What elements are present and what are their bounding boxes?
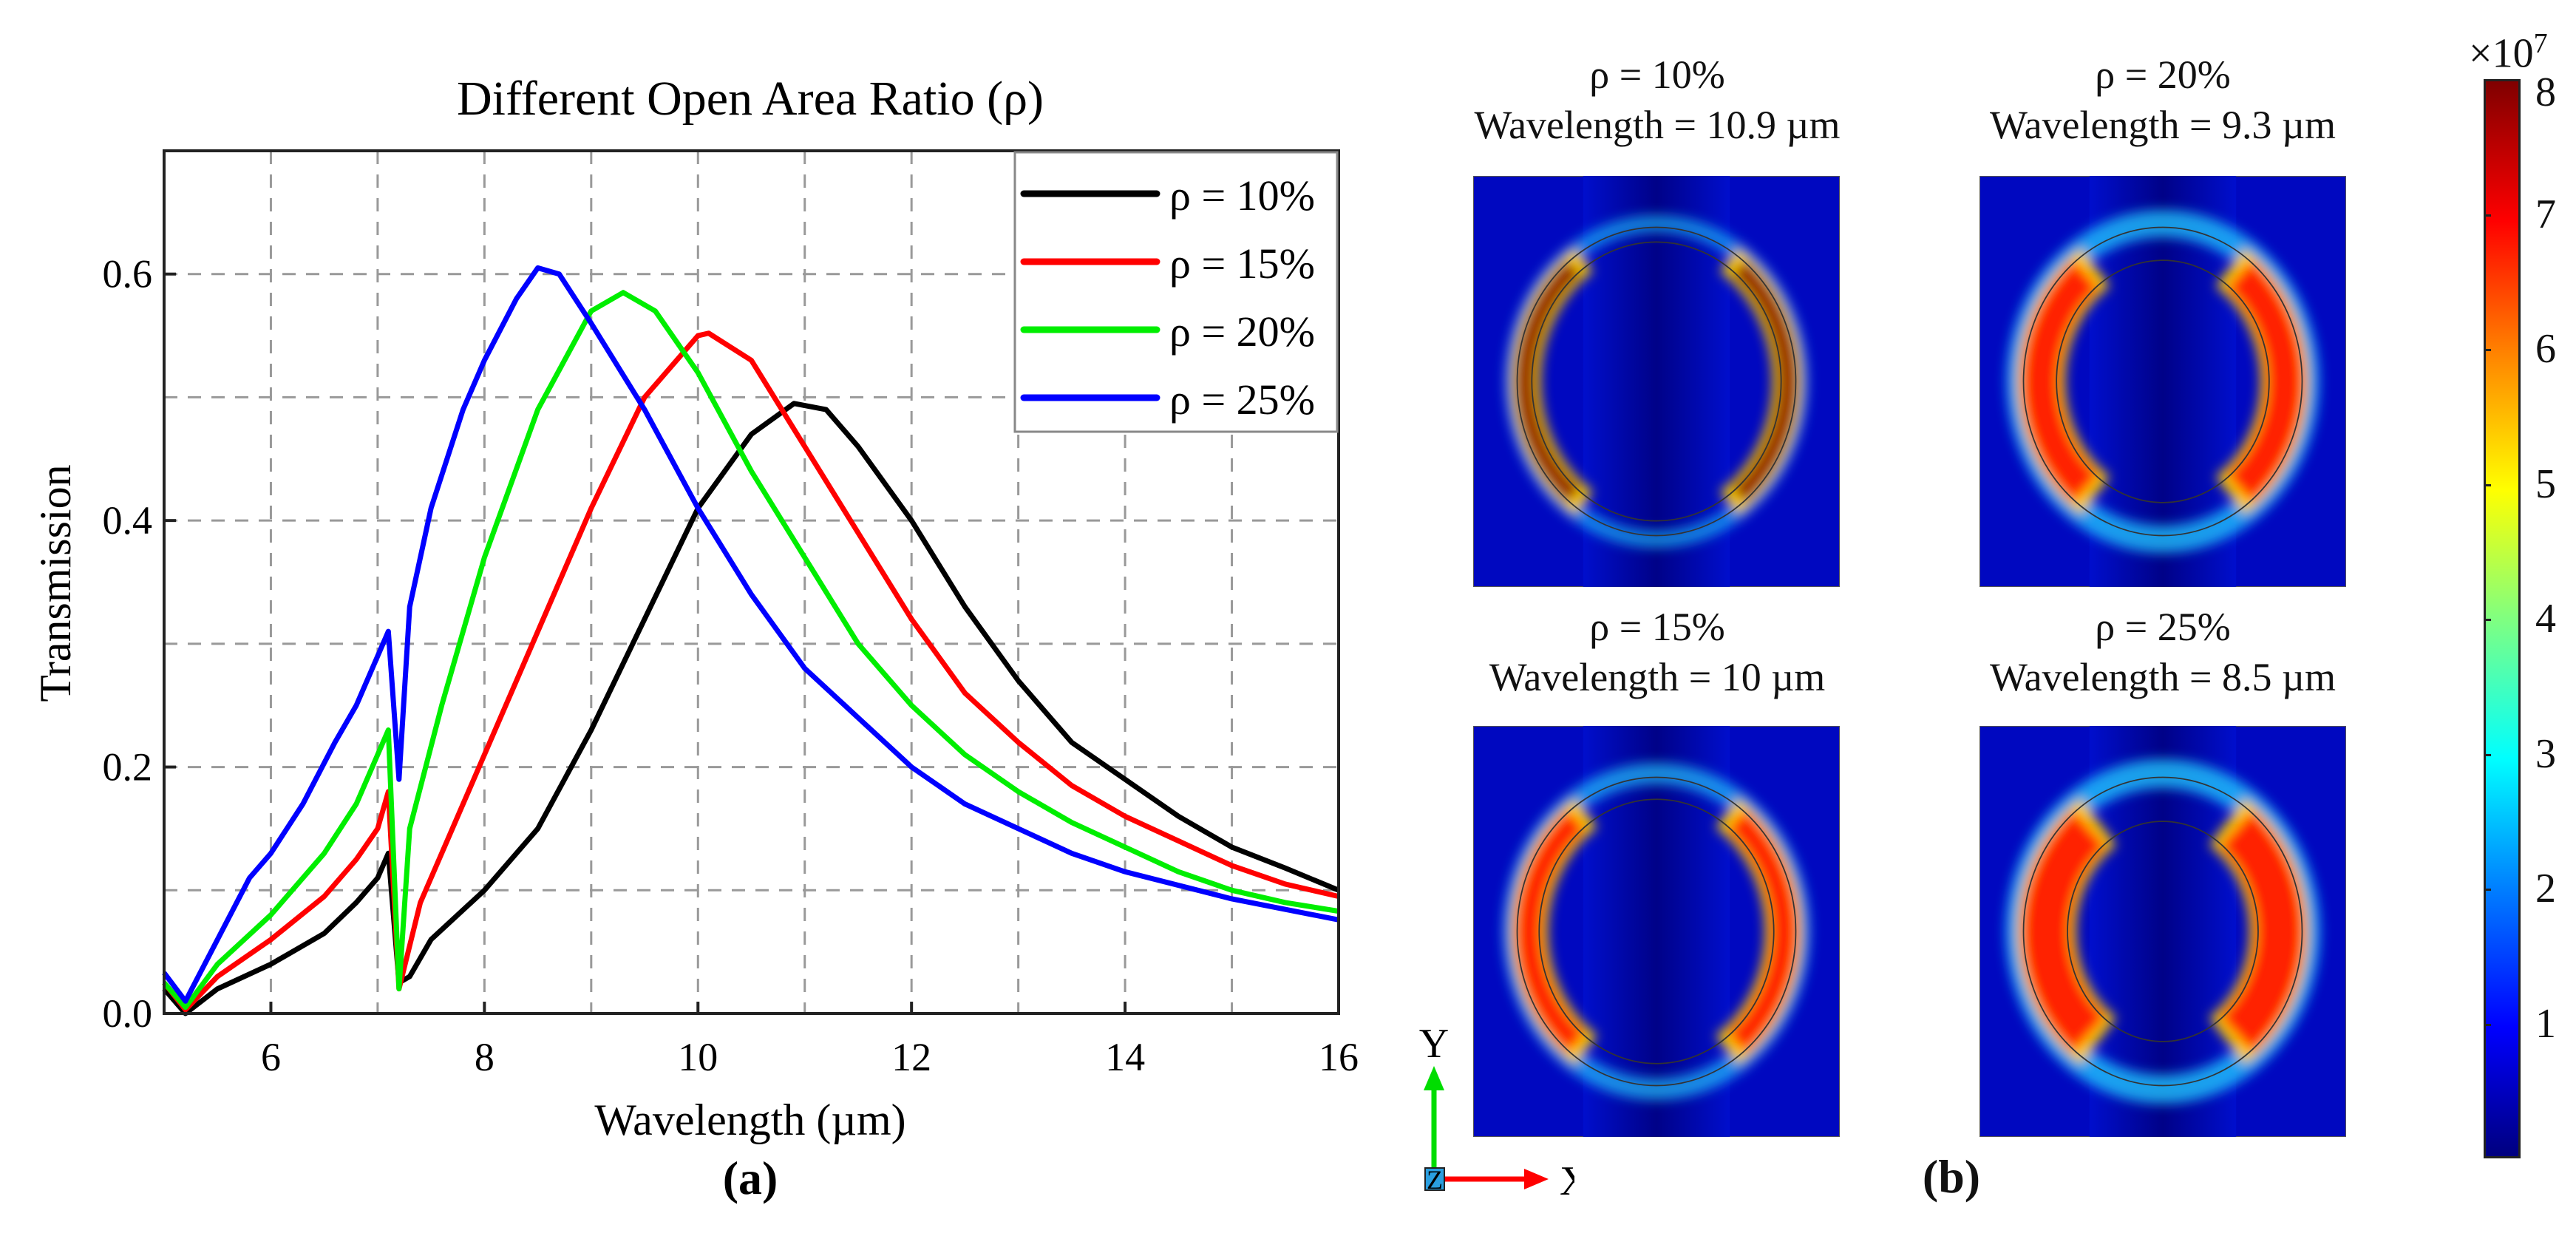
series-line <box>162 330 1339 1013</box>
panel-rho-label: ρ = 15% <box>1589 605 1725 649</box>
legend-box <box>1013 151 1339 433</box>
field-hotspots <box>2005 759 2320 1104</box>
panel-rho-label: ρ = 10% <box>1589 52 1725 97</box>
colorbar-tick-label: 8 <box>2535 69 2556 115</box>
legend-label: ρ = 25% <box>1169 376 1315 424</box>
legend-label: ρ = 10% <box>1169 172 1315 220</box>
x-tick-label: 10 <box>678 1035 718 1079</box>
colorbar-tick-label: 4 <box>2535 596 2556 642</box>
outer-ring-outline <box>1516 226 1797 537</box>
y-tick-label: 0.4 <box>103 498 153 543</box>
inner-ring-outline <box>2067 821 2259 1042</box>
series-line <box>162 265 1339 1004</box>
field-hotspots <box>1505 215 1808 548</box>
plot-frame <box>163 149 1340 1015</box>
y-tick-label: 0.0 <box>103 991 153 1036</box>
panel-label-a: (a) <box>723 1152 778 1204</box>
colorbar-tick-label: 1 <box>2535 1000 2556 1047</box>
colorbar-tick <box>2484 753 2491 756</box>
series-line <box>162 401 1340 1016</box>
legend: ρ = 10% ρ = 15% ρ = 20% ρ = 25% <box>1013 151 1339 433</box>
outer-ring-outline <box>2022 226 2303 537</box>
x-tick-label: 14 <box>1105 1035 1145 1079</box>
colorbar-tick <box>2484 214 2491 217</box>
panel-wavelength-label: Wavelength = 10 µm <box>1489 655 1826 699</box>
colorbar-tick <box>2484 889 2491 891</box>
field-map-panel <box>1473 726 1840 1137</box>
inner-ring-outline <box>2056 259 2270 503</box>
transmission-chart: 6 8 10 12 14 160.00.20.40.6 ρ = 10%ρ = 15%ρ =… <box>31 72 1359 1204</box>
y-arrowhead-icon <box>1424 1066 1444 1090</box>
x-tick-label: 16 <box>1319 1035 1359 1079</box>
colorbar-tick <box>2484 79 2491 81</box>
colorbar-tick-label: 5 <box>2535 461 2556 507</box>
colorbar-tick <box>2484 483 2491 486</box>
inner-ring-outline <box>1538 798 1775 1064</box>
panel-label-b: (b) <box>1922 1150 1981 1203</box>
field-map-panel <box>1979 726 2346 1137</box>
y-tick-label: 0.2 <box>103 745 153 790</box>
z-axis-box <box>1424 1167 1445 1191</box>
legend-label: ρ = 20% <box>1169 308 1315 356</box>
series-lines <box>162 265 1340 1016</box>
x-arrowhead-icon <box>1524 1169 1549 1189</box>
series-line <box>162 290 1339 1011</box>
x-tick-label: 12 <box>891 1035 931 1079</box>
axis-ticks: 6 8 10 12 14 16 0.0 0.2 0.4 0.6 <box>103 252 1359 1079</box>
y-axis-name: Y <box>1419 1021 1449 1067</box>
colorbar-tick <box>2484 1023 2491 1026</box>
field-hotspots <box>2006 210 2320 553</box>
panel-wavelength-label: Wavelength = 9.3 µm <box>1989 103 2337 147</box>
colorbar-tick <box>2484 619 2491 621</box>
y-axis-label: Transmission <box>31 464 80 702</box>
field-map-panel <box>1979 176 2346 587</box>
colorbar-tick-label: 3 <box>2535 730 2556 777</box>
colorbar-multiplier: ×107 <box>2469 28 2548 77</box>
field-map-panel <box>1473 176 1840 587</box>
colorbar-tick-label: 6 <box>2535 326 2556 372</box>
inner-ring-outline <box>1531 241 1782 522</box>
colorbar-tick <box>2484 349 2491 351</box>
field-hotspots <box>1503 763 1810 1100</box>
panel-wavelength-label: Wavelength = 10.9 µm <box>1474 103 1841 147</box>
panel-rho-label: ρ = 25% <box>2095 605 2231 649</box>
panel-rho-label: ρ = 20% <box>2095 52 2231 97</box>
outer-ring-outline <box>1516 776 1797 1087</box>
axis-triad: Y Z X <box>1419 1021 1574 1204</box>
colorbar-tick-label: 7 <box>2535 191 2556 237</box>
panel-wavelength-label: Wavelength = 8.5 µm <box>1989 655 2337 699</box>
outer-ring-outline <box>2022 776 2303 1087</box>
colorbar-tick-label: 2 <box>2535 866 2556 911</box>
field-center-band <box>1583 176 1730 587</box>
x-tick-label: 8 <box>475 1035 495 1079</box>
z-axis-name: Z <box>1427 1165 1443 1195</box>
x-axis-label: Wavelength (µm) <box>594 1096 905 1144</box>
chart-title: Different Open Area Ratio (ρ) <box>457 72 1044 126</box>
y-tick-label: 0.6 <box>103 252 153 296</box>
x-axis-name: X <box>1560 1158 1574 1204</box>
legend-label: ρ = 15% <box>1169 240 1315 288</box>
x-tick-label: 6 <box>261 1035 281 1079</box>
